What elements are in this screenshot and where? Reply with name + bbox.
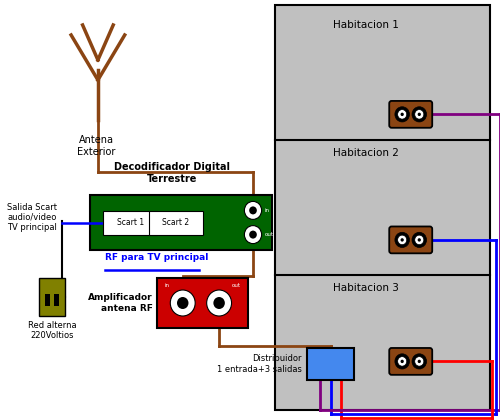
Bar bbox=[46, 294, 50, 306]
Bar bbox=[275, 5, 490, 410]
Circle shape bbox=[249, 206, 257, 214]
Circle shape bbox=[244, 202, 262, 219]
Text: in: in bbox=[165, 283, 170, 288]
Bar bbox=[149, 210, 203, 234]
Circle shape bbox=[206, 290, 232, 316]
Text: Antena
Exterior: Antena Exterior bbox=[77, 135, 115, 157]
Text: Decodificador Digital
Terrestre: Decodificador Digital Terrestre bbox=[114, 162, 230, 184]
Circle shape bbox=[400, 113, 404, 116]
Bar bbox=[54, 294, 58, 306]
Text: Red alterna
220Voltios: Red alterna 220Voltios bbox=[28, 321, 76, 340]
Bar bbox=[104, 210, 157, 234]
Circle shape bbox=[400, 238, 404, 242]
Bar bbox=[38, 278, 66, 316]
Text: Habitacion 1: Habitacion 1 bbox=[332, 20, 398, 30]
Circle shape bbox=[398, 235, 406, 244]
Circle shape bbox=[395, 354, 409, 369]
Circle shape bbox=[412, 354, 426, 369]
Circle shape bbox=[414, 110, 424, 119]
Text: Scart 1: Scart 1 bbox=[116, 218, 144, 227]
Text: out: out bbox=[264, 232, 274, 237]
Text: Distribuidor
1 entrada+3 salidas: Distribuidor 1 entrada+3 salidas bbox=[217, 354, 302, 374]
Circle shape bbox=[414, 235, 424, 244]
Circle shape bbox=[398, 357, 406, 366]
Circle shape bbox=[395, 107, 409, 122]
Bar bbox=[158, 278, 248, 328]
Text: Habitacion 2: Habitacion 2 bbox=[332, 148, 398, 158]
Circle shape bbox=[249, 231, 257, 239]
Text: out: out bbox=[232, 283, 240, 288]
Circle shape bbox=[398, 110, 406, 119]
Circle shape bbox=[418, 360, 421, 363]
Bar bbox=[90, 195, 272, 250]
Circle shape bbox=[414, 357, 424, 366]
Text: Scart 2: Scart 2 bbox=[162, 218, 190, 227]
Circle shape bbox=[170, 290, 195, 316]
Circle shape bbox=[214, 297, 225, 309]
Circle shape bbox=[177, 297, 188, 309]
FancyBboxPatch shape bbox=[389, 348, 432, 375]
Text: Salida Scart
audio/video
TV principal: Salida Scart audio/video TV principal bbox=[6, 202, 56, 232]
Text: in: in bbox=[264, 208, 270, 213]
Circle shape bbox=[418, 113, 421, 116]
Circle shape bbox=[244, 226, 262, 244]
Text: Amplificador
antena RF: Amplificador antena RF bbox=[88, 293, 152, 313]
Circle shape bbox=[400, 360, 404, 363]
Circle shape bbox=[395, 232, 409, 247]
Circle shape bbox=[412, 107, 426, 122]
Text: Habitacion 3: Habitacion 3 bbox=[332, 283, 398, 293]
Circle shape bbox=[418, 238, 421, 242]
Circle shape bbox=[412, 232, 426, 247]
FancyBboxPatch shape bbox=[389, 101, 432, 128]
Bar bbox=[306, 348, 354, 380]
Text: RF para TV principal: RF para TV principal bbox=[104, 253, 208, 262]
FancyBboxPatch shape bbox=[389, 226, 432, 253]
